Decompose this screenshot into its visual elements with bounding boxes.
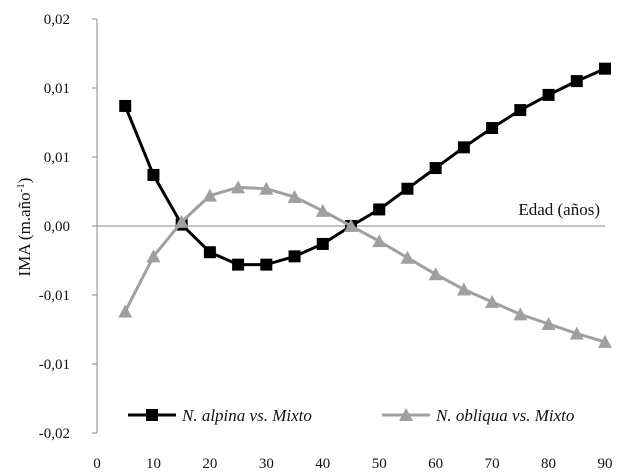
series-2: [118, 180, 612, 348]
data-point: [118, 304, 133, 318]
data-point: [344, 219, 358, 232]
legend-marker-series-1: [146, 409, 158, 421]
y-tick-label: -0,01: [39, 288, 70, 304]
data-point: [259, 181, 274, 195]
data-point: [315, 203, 330, 217]
data-point: [428, 267, 443, 281]
x-tick-label: 30: [259, 456, 274, 472]
data-point: [372, 234, 387, 248]
x-tick-labels: 0 10 20 30 40 50 60 70 80 90: [93, 456, 612, 472]
x-tick-label: 60: [428, 456, 443, 472]
legend-item-series-1: N. alpina vs. Mixto: [128, 406, 312, 425]
y-tick-label: 0,02: [44, 12, 70, 28]
series-1: [119, 62, 611, 271]
data-point: [569, 326, 584, 340]
x-tick-label: 80: [541, 456, 556, 472]
data-point: [119, 99, 132, 112]
y-axis-label-sup: -1: [15, 183, 27, 192]
data-point: [542, 88, 555, 101]
y-tick-label: 0,01: [44, 150, 70, 166]
data-point: [146, 249, 161, 263]
data-point: [541, 316, 556, 330]
data-point: [485, 294, 500, 308]
x-tick-label: 20: [202, 456, 217, 472]
data-point: [429, 162, 442, 175]
legend-item-series-2: N. obliqua vs. Mixto: [382, 406, 574, 425]
x-axis-label: Edad (años): [518, 200, 600, 219]
data-point: [598, 334, 612, 348]
data-point: [513, 307, 528, 321]
legend-label-series-2-italic: N. obliqua vs. Mixto: [435, 406, 574, 425]
data-point: [260, 258, 273, 271]
legend-label-series-1: N. alpina vs. Mixto: [181, 406, 312, 425]
data-point: [147, 168, 160, 181]
legend: N. alpina vs. Mixto N. obliqua vs. Mixto: [128, 406, 574, 425]
y-tick-labels: 0,02 0,01 0,01 0,00 -0,01 -0,01 -0,02: [39, 12, 97, 442]
legend-marker-series-2: [399, 408, 413, 421]
data-point: [457, 141, 470, 154]
x-tick-label: 70: [485, 456, 500, 472]
legend-label-series-1-italic: N. alpina: [181, 406, 245, 425]
data-point: [232, 258, 245, 271]
data-point: [400, 250, 415, 264]
x-tick-label: 10: [146, 456, 161, 472]
y-axis-label-main: IMA (m.año: [15, 192, 34, 276]
y-axis-label: IMA (m.año-1): [15, 178, 34, 277]
series-layer: [118, 62, 612, 348]
data-point: [401, 182, 414, 195]
data-point: [231, 180, 246, 194]
x-tick-label: 90: [598, 456, 613, 472]
y-tick-label: 0,01: [44, 81, 70, 97]
data-point: [202, 188, 217, 202]
x-tick-label: 50: [372, 456, 387, 472]
legend-label-series-1-rest: vs. Mixto: [245, 406, 312, 425]
legend-label-series-2: N. obliqua vs. Mixto: [435, 406, 574, 425]
data-point: [316, 237, 329, 250]
data-point: [486, 122, 499, 135]
y-axis-label-close: ): [15, 178, 34, 184]
data-point: [203, 246, 216, 259]
data-point: [174, 214, 189, 228]
data-point: [570, 75, 583, 88]
x-tick-label: 0: [93, 456, 101, 472]
data-point: [287, 190, 302, 204]
x-tick-label: 40: [315, 456, 330, 472]
data-point: [456, 282, 471, 296]
y-tick-label: -0,02: [39, 426, 70, 442]
data-point: [373, 203, 386, 216]
data-point: [288, 250, 301, 263]
y-tick-label: -0,01: [39, 357, 70, 373]
data-point: [599, 62, 611, 75]
data-point: [514, 104, 527, 117]
y-tick-label: 0,00: [44, 219, 70, 235]
